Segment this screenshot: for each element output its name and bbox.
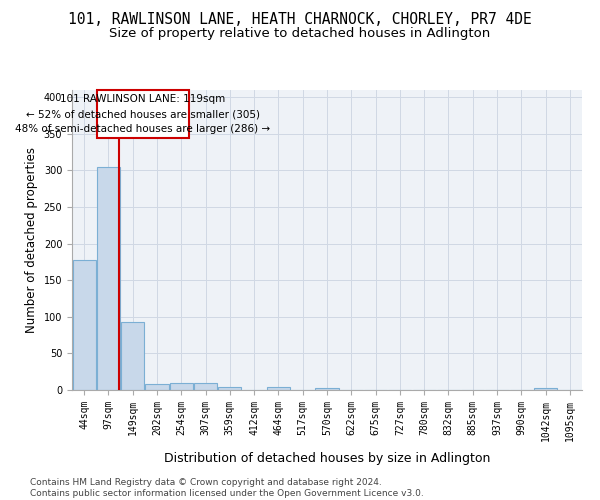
Bar [267,387,290,390]
Bar [170,384,193,390]
Y-axis label: Number of detached properties: Number of detached properties [25,147,38,333]
Bar [316,388,338,390]
X-axis label: Distribution of detached houses by size in Adlington: Distribution of detached houses by size … [164,452,490,465]
Bar [145,384,169,390]
Text: 101, RAWLINSON LANE, HEATH CHARNOCK, CHORLEY, PR7 4DE: 101, RAWLINSON LANE, HEATH CHARNOCK, CHO… [68,12,532,28]
Text: Contains HM Land Registry data © Crown copyright and database right 2024.
Contai: Contains HM Land Registry data © Crown c… [30,478,424,498]
Bar [97,167,120,390]
Text: 101 RAWLINSON LANE: 119sqm
← 52% of detached houses are smaller (305)
48% of sem: 101 RAWLINSON LANE: 119sqm ← 52% of deta… [15,94,270,134]
Text: Size of property relative to detached houses in Adlington: Size of property relative to detached ho… [109,28,491,40]
Bar [194,384,217,390]
FancyBboxPatch shape [97,90,188,138]
Bar [218,387,241,390]
Bar [73,260,95,390]
Bar [121,322,144,390]
Bar [534,388,557,390]
